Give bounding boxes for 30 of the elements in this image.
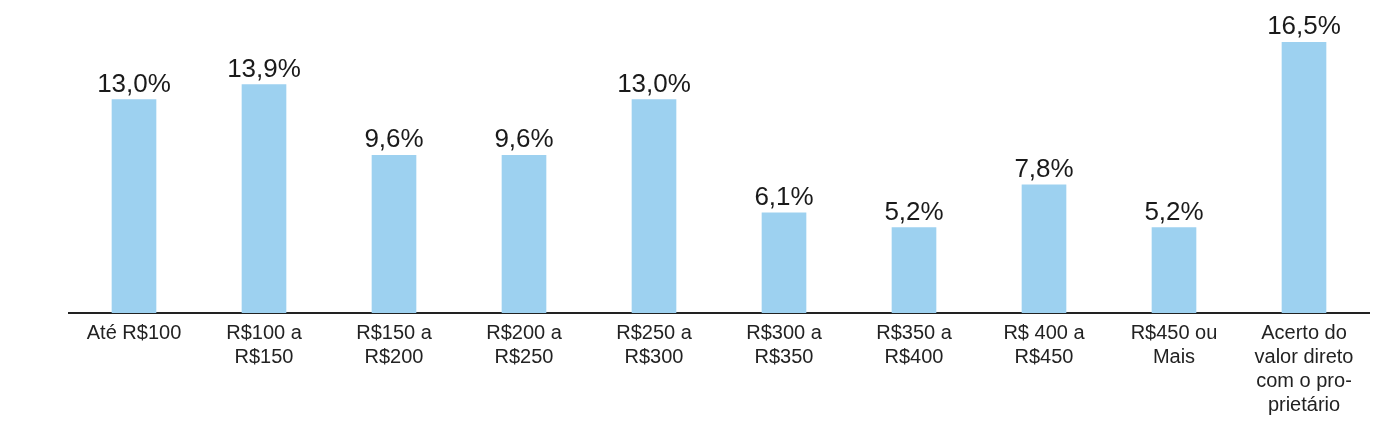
bar <box>371 155 417 313</box>
bar <box>631 99 677 313</box>
bar <box>891 227 937 313</box>
data-label: 13,0% <box>617 67 691 98</box>
bar <box>241 84 287 313</box>
data-label: 13,9% <box>227 52 301 83</box>
bar <box>1021 184 1067 313</box>
x-tick-label: R$200 a R$250 <box>486 320 563 367</box>
data-label: 5,2% <box>1144 195 1204 226</box>
data-label: 5,2% <box>884 195 944 226</box>
bar <box>1281 42 1327 313</box>
bar <box>111 99 157 313</box>
x-tick-label: R$ 400 a R$450 <box>1003 320 1086 367</box>
x-tick-label: Acerto do valor direto com o pro-prietário <box>1254 320 1354 415</box>
x-tick-label: R$450 ou Mais <box>1130 320 1218 367</box>
data-label: 9,6% <box>494 123 554 154</box>
x-tick-label: R$100 a R$150 <box>226 320 303 367</box>
x-tick-label: R$250 a R$300 <box>616 320 693 367</box>
x-tick-label: R$300 a R$350 <box>746 320 823 367</box>
data-label: 13,0% <box>97 67 171 98</box>
x-tick-label: R$150 a R$200 <box>356 320 433 367</box>
data-label: 16,5% <box>1267 10 1341 41</box>
x-tick-label: R$350 a R$400 <box>876 320 953 367</box>
bar <box>501 155 547 313</box>
bar <box>761 212 807 313</box>
bar <box>1151 227 1197 313</box>
data-label: 6,1% <box>754 180 814 211</box>
data-label: 9,6% <box>364 123 424 154</box>
data-label: 7,8% <box>1014 153 1074 184</box>
x-tick-label: Até R$100 <box>86 320 182 343</box>
